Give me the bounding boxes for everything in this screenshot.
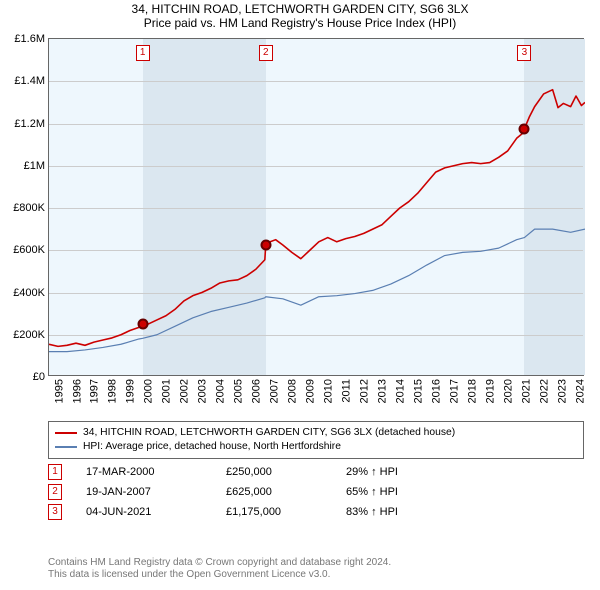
y-axis-tick-label: £1.2M (14, 118, 45, 130)
sales-row-date: 19-JAN-2007 (86, 486, 226, 498)
y-axis-tick-label: £1.4M (14, 75, 45, 87)
y-axis-tick-label: £600K (13, 244, 45, 256)
series-hpi-line (49, 229, 585, 352)
sales-row: 3 04-JUN-2021£1,175,00083% ↑ HPI (48, 502, 398, 522)
legend-label: 34, HITCHIN ROAD, LETCHWORTH GARDEN CITY… (83, 426, 455, 440)
sales-row-pct: 29% ↑ HPI (346, 466, 398, 478)
legend-swatch (55, 432, 77, 434)
legend-item: HPI: Average price, detached house, Nort… (55, 440, 577, 454)
y-axis-tick-label: £200K (13, 329, 45, 341)
series-property-line (49, 90, 585, 347)
footer-attribution: Contains HM Land Registry data © Crown c… (48, 557, 391, 581)
legend: 34, HITCHIN ROAD, LETCHWORTH GARDEN CITY… (48, 421, 584, 459)
y-axis-tick-label: £1.6M (14, 33, 45, 45)
legend-item: 34, HITCHIN ROAD, LETCHWORTH GARDEN CITY… (55, 426, 577, 440)
sale-callout: 3 (517, 45, 531, 61)
title-line-2: Price paid vs. HM Land Registry's House … (0, 16, 600, 30)
sales-table: 1 17-MAR-2000£250,00029% ↑ HPI 2 19-JAN-200… (48, 462, 398, 522)
sale-marker (260, 239, 271, 250)
chart-lines (49, 39, 585, 377)
sales-row-pct: 83% ↑ HPI (346, 506, 398, 518)
chart-container: 34, HITCHIN ROAD, LETCHWORTH GARDEN CITY… (0, 0, 600, 590)
sales-row-date: 04-JUN-2021 (86, 506, 226, 518)
title-line-1: 34, HITCHIN ROAD, LETCHWORTH GARDEN CITY… (0, 2, 600, 16)
sales-row-number: 2 (48, 484, 62, 500)
sales-row-price: £1,175,000 (226, 506, 346, 518)
sale-marker (137, 319, 148, 330)
footer-line-1: Contains HM Land Registry data © Crown c… (48, 557, 391, 569)
y-axis-tick-label: £0 (33, 371, 45, 383)
sales-row-number: 1 (48, 464, 62, 480)
y-axis-tick-label: £1M (24, 160, 45, 172)
sales-row: 2 19-JAN-2007£625,00065% ↑ HPI (48, 482, 398, 502)
y-axis-tick-label: £800K (13, 202, 45, 214)
sale-callout: 2 (259, 45, 273, 61)
sales-row-date: 17-MAR-2000 (86, 466, 226, 478)
footer-line-2: This data is licensed under the Open Gov… (48, 569, 391, 581)
sales-row-pct: 65% ↑ HPI (346, 486, 398, 498)
sales-row-price: £625,000 (226, 486, 346, 498)
sales-row-number: 3 (48, 504, 62, 520)
legend-swatch (55, 446, 77, 448)
titles: 34, HITCHIN ROAD, LETCHWORTH GARDEN CITY… (0, 0, 600, 30)
sales-row-price: £250,000 (226, 466, 346, 478)
y-axis-tick-label: £400K (13, 287, 45, 299)
sale-callout: 1 (136, 45, 150, 61)
legend-label: HPI: Average price, detached house, Nort… (83, 440, 341, 454)
sales-row: 1 17-MAR-2000£250,00029% ↑ HPI (48, 462, 398, 482)
sale-marker (519, 123, 530, 134)
plot-area: £0£200K£400K£600K£800K£1M£1.2M£1.4M£1.6M… (48, 38, 584, 376)
